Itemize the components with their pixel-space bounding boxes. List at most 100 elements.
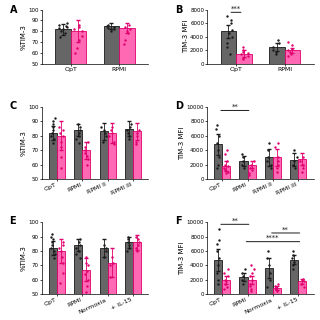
Bar xyxy=(248,165,256,179)
Y-axis label: %TIM-3: %TIM-3 xyxy=(21,130,27,156)
Point xyxy=(225,169,230,174)
Point xyxy=(84,254,89,260)
Point xyxy=(133,245,138,251)
Point xyxy=(74,45,79,50)
Bar xyxy=(269,47,284,64)
Point xyxy=(224,158,229,164)
Point xyxy=(58,139,63,144)
Point xyxy=(134,130,139,135)
Point xyxy=(267,270,272,275)
Point xyxy=(273,283,278,288)
Point xyxy=(242,267,247,272)
Point xyxy=(126,243,132,248)
Point xyxy=(76,22,82,27)
Point xyxy=(86,156,91,161)
Point xyxy=(276,282,281,287)
Point xyxy=(135,237,140,242)
Point xyxy=(56,22,61,27)
Point xyxy=(62,31,68,36)
Point xyxy=(265,256,270,261)
Point xyxy=(76,133,82,138)
Point xyxy=(84,289,89,294)
Point xyxy=(291,162,296,167)
Point xyxy=(238,52,244,57)
Point xyxy=(241,274,246,279)
Point xyxy=(249,263,254,268)
Point xyxy=(291,259,296,264)
Point xyxy=(286,40,291,45)
Point xyxy=(127,133,132,138)
Point xyxy=(59,165,64,170)
Point xyxy=(273,286,278,291)
Point xyxy=(84,153,89,158)
Bar xyxy=(125,129,133,251)
Point xyxy=(230,34,235,39)
Y-axis label: %TIM-3: %TIM-3 xyxy=(21,245,27,271)
Point xyxy=(247,166,252,171)
Point xyxy=(83,150,88,156)
Point xyxy=(276,37,281,43)
Point xyxy=(215,270,220,275)
Point xyxy=(123,37,128,43)
Point xyxy=(215,140,220,146)
Point xyxy=(249,277,254,283)
Point xyxy=(74,252,79,257)
Point xyxy=(215,249,220,254)
Point xyxy=(301,284,306,290)
Point xyxy=(59,249,64,254)
Text: E: E xyxy=(10,216,16,226)
Point xyxy=(103,133,108,138)
Bar xyxy=(284,50,300,64)
Point xyxy=(268,162,273,167)
Point xyxy=(216,263,221,268)
Point xyxy=(123,24,128,29)
Point xyxy=(300,166,306,171)
Bar xyxy=(49,133,57,251)
Point xyxy=(107,133,112,138)
Point xyxy=(217,238,222,243)
Text: A: A xyxy=(10,5,17,15)
Point xyxy=(85,277,90,283)
Point xyxy=(276,41,281,46)
Point xyxy=(300,155,305,160)
Point xyxy=(80,33,85,38)
Point xyxy=(110,254,115,260)
Point xyxy=(221,286,227,291)
Point xyxy=(60,133,65,138)
Point xyxy=(294,155,299,160)
Point xyxy=(228,17,234,22)
Point xyxy=(230,28,235,33)
Point xyxy=(298,158,303,164)
Bar xyxy=(74,245,82,320)
Bar xyxy=(82,150,90,251)
Bar xyxy=(57,251,65,320)
Text: B: B xyxy=(175,5,182,15)
Point xyxy=(58,145,63,150)
Point xyxy=(48,245,53,251)
Point xyxy=(299,169,304,174)
Bar xyxy=(133,132,141,251)
Point xyxy=(128,122,133,127)
Point xyxy=(226,267,231,272)
Point xyxy=(241,48,246,53)
Bar xyxy=(239,161,248,179)
Point xyxy=(270,48,275,53)
Y-axis label: TIM-3 MFI: TIM-3 MFI xyxy=(179,126,185,160)
Point xyxy=(121,42,126,47)
Point xyxy=(224,44,229,49)
Point xyxy=(248,288,253,293)
Point xyxy=(50,124,55,130)
Point xyxy=(291,148,296,153)
Point xyxy=(51,249,56,254)
Point xyxy=(268,166,273,171)
Text: **: ** xyxy=(282,226,289,232)
Point xyxy=(239,151,244,156)
Point xyxy=(127,27,132,32)
Point xyxy=(74,245,79,251)
Bar xyxy=(108,263,116,320)
Point xyxy=(214,122,219,127)
Point xyxy=(124,127,130,132)
Point xyxy=(240,158,245,164)
Point xyxy=(57,34,62,39)
Point xyxy=(76,240,81,245)
